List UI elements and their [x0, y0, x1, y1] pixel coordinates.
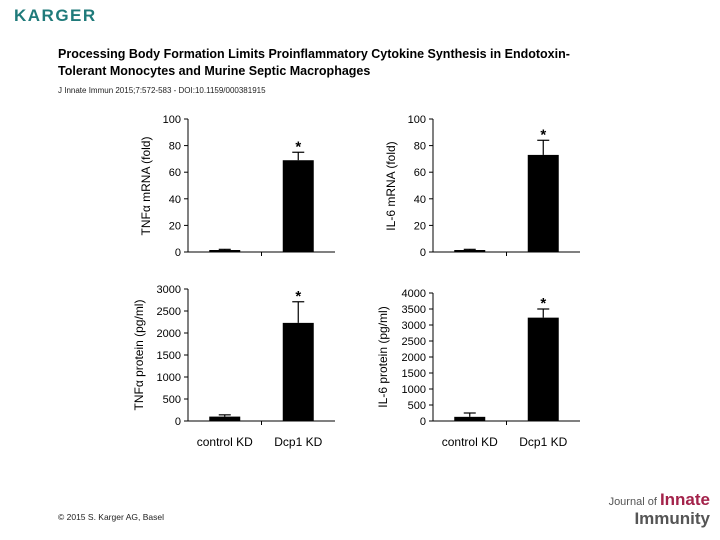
bar-dcp1: [527, 317, 559, 421]
y-tick-label: 1500: [402, 368, 426, 380]
chart-panel-4: 0 500 1000 1500 2000 2500 3000 3500 4000 control …: [376, 288, 580, 449]
bar-dcp1: [282, 322, 314, 421]
y-tick-label: 0: [175, 247, 181, 259]
y-tick-label: 2500: [402, 336, 426, 348]
chart-panel-3: 0 500 1000 1500 2000 2500 3000 control KD * Dcp1 …: [132, 284, 335, 449]
significance-marker: *: [295, 288, 301, 305]
bar-control: [454, 250, 486, 252]
journal-logo: Journal of Innate Immunity: [590, 490, 710, 528]
x-tick-label: control KD: [442, 435, 498, 449]
title-line-1: Processing Body Formation Limits Proinfl…: [58, 47, 570, 61]
y-tick-label: 40: [169, 194, 181, 206]
y-tick-label: 0: [420, 247, 426, 259]
y-tick-label: 40: [414, 194, 426, 206]
y-tick-label: 1000: [157, 372, 181, 384]
y-tick-label: 60: [169, 167, 181, 179]
y-tick-label: 0: [175, 416, 181, 428]
y-tick-label: 500: [408, 400, 426, 412]
chart-panel-2: 0 20 40 60 80 100 * IL-6 mRNA (fold): [384, 114, 580, 259]
y-axis-label: TNFα protein (pg/ml): [132, 300, 146, 411]
significance-marker: *: [295, 138, 301, 155]
x-tick-label: Dcp1 KD: [519, 435, 567, 449]
y-axis-label: TNFα mRNA (fold): [139, 137, 153, 236]
copyright: © 2015 S. Karger AG, Basel: [58, 512, 164, 522]
y-tick-label: 2500: [157, 306, 181, 318]
chart-panel-1: 0 20 40 60 80 100 * TNFα mRNA (fold): [139, 114, 335, 259]
y-tick-label: 1000: [402, 384, 426, 396]
y-tick-label: 1500: [157, 350, 181, 362]
y-tick-label: 80: [169, 141, 181, 153]
figure-title: Processing Body Formation Limits Proinfl…: [58, 46, 658, 80]
x-tick-label: Dcp1 KD: [274, 435, 322, 449]
y-tick-label: 100: [408, 114, 426, 126]
y-tick-label: 2000: [157, 328, 181, 340]
y-tick-label: 0: [420, 416, 426, 428]
y-tick-label: 4000: [402, 288, 426, 300]
bar-control: [454, 416, 486, 421]
bar-dcp1: [527, 154, 559, 252]
publisher-logo: KARGER: [14, 6, 97, 25]
y-tick-label: 500: [163, 394, 181, 406]
y-axis-label: IL-6 mRNA (fold): [384, 141, 398, 230]
x-tick-label: control KD: [197, 435, 253, 449]
y-axis-label: IL-6 protein (pg/ml): [376, 306, 390, 407]
citation: J Innate Immun 2015;7:572-583 - DOI:10.1…: [58, 86, 266, 95]
y-tick-label: 3500: [402, 304, 426, 316]
y-tick-label: 20: [414, 220, 426, 232]
y-tick-label: 20: [169, 220, 181, 232]
y-tick-label: 3000: [157, 284, 181, 296]
y-tick-label: 3000: [402, 320, 426, 332]
significance-marker: *: [540, 126, 546, 143]
bar-dcp1: [282, 160, 314, 252]
bar-control: [209, 250, 241, 252]
y-tick-label: 60: [414, 167, 426, 179]
journal-word-innate: Innate: [659, 490, 710, 509]
journal-prefix: Journal of: [608, 496, 657, 508]
title-line-2: Tolerant Monocytes and Murine Septic Mac…: [58, 64, 371, 78]
y-tick-label: 80: [414, 141, 426, 153]
journal-word-immunity: Immunity: [634, 509, 710, 528]
bar-control: [209, 416, 241, 421]
significance-marker: *: [540, 295, 546, 312]
y-tick-label: 100: [163, 114, 181, 126]
y-tick-label: 2000: [402, 352, 426, 364]
